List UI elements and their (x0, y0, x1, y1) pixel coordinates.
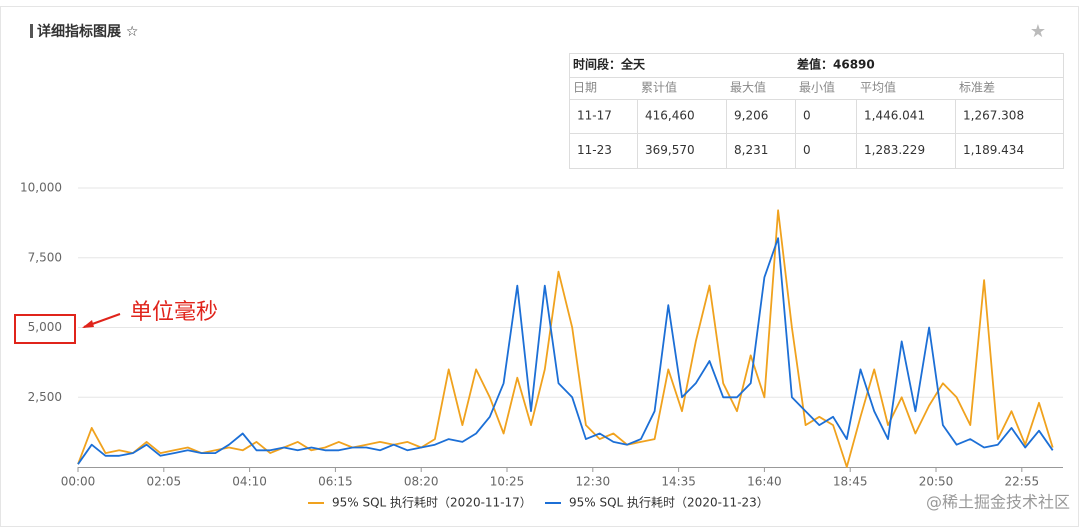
annotation: 单位毫秒 (130, 300, 218, 325)
x-tick-label: 12:30 (576, 475, 611, 489)
title-bar (30, 24, 33, 38)
x-tick-label: 04:10 (232, 475, 267, 489)
summary-table: 时间段：全天 差值：46890 日期 累计值 最大值 最小值 平均值 标准差 11-17 416,… (569, 53, 1064, 169)
plot: 2,500 5,000 7,500 10,000 00:00 02:05 04:10 06:1… (20, 181, 1063, 510)
table-header: 平均值 (860, 80, 896, 95)
table-cell: 416,460 (645, 109, 695, 123)
table-header: 日期 (573, 81, 597, 95)
x-tick-label: 20:50 (919, 475, 954, 489)
x-tick-label: 02:05 (147, 475, 182, 489)
table-header: 标准差 (959, 81, 995, 95)
table-header: 最大值 (730, 80, 766, 95)
table-header: 累计值 (641, 80, 677, 95)
x-tick-label: 08:20 (404, 475, 439, 489)
legend-label: 95% SQL 执行耗时（2020-11-17） (332, 496, 532, 510)
table-cell: 9,206 (734, 109, 768, 123)
table-cell: 1,283.229 (864, 143, 925, 157)
table-cell: 8,231 (734, 143, 768, 157)
watermark: @稀土掘金技术社区 (926, 493, 1070, 512)
table-diff: 差值：46890 (796, 57, 875, 72)
x-tick-label: 22:55 (1005, 475, 1040, 489)
legend-label: 95% SQL 执行耗时（2020-11-23） (569, 496, 769, 510)
y-tick-label: 10,000 (20, 181, 62, 195)
y-tick-label: 7,500 (28, 250, 62, 264)
panel-title: 详细指标图展 ☆ (37, 23, 138, 40)
table-cell: 0 (803, 109, 811, 123)
arrow-head (82, 320, 94, 328)
table-border (569, 53, 1064, 169)
table-header: 最小值 (799, 80, 835, 95)
x-tick-label: 10:25 (490, 475, 525, 489)
table-cell: 11-17 (577, 109, 612, 123)
table-period: 时间段：全天 (573, 57, 646, 72)
x-tick-label: 00:00 (61, 475, 96, 489)
star-button[interactable]: ★ (1030, 21, 1046, 42)
highlight-box (14, 314, 76, 344)
table-cell: 11-23 (577, 143, 612, 157)
y-tick-label: 5,000 (28, 320, 62, 334)
x-tick-label: 14:35 (661, 475, 696, 489)
y-tick-label: 2,500 (28, 390, 62, 404)
x-tick-label: 06:15 (318, 475, 353, 489)
x-tick-label: 16:40 (747, 475, 782, 489)
table-cell: 1,446.041 (864, 109, 925, 123)
table-cell: 0 (803, 143, 811, 157)
series-line (77, 237, 1054, 465)
table-cell: 1,267.308 (963, 109, 1024, 123)
table-cell: 369,570 (645, 143, 695, 157)
table-cell: 1,189.434 (963, 143, 1024, 157)
x-tick-label: 18:45 (833, 475, 868, 489)
